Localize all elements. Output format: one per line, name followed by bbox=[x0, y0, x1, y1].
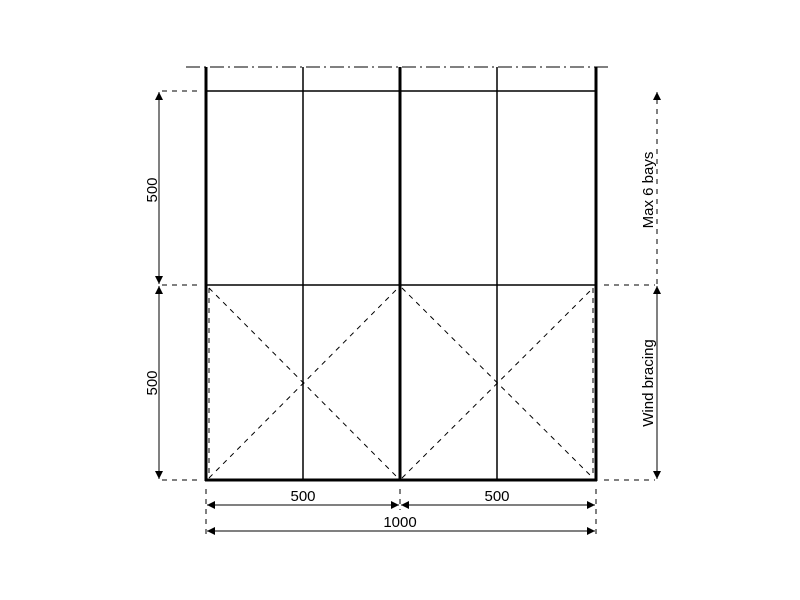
wind-bracing-label: Wind bracing bbox=[640, 339, 657, 427]
frame bbox=[204, 67, 598, 482]
bottom-dimensions: 500 500 1000 bbox=[205, 488, 597, 535]
max-bays-label: Max 6 bays bbox=[640, 152, 657, 229]
dimension-label-total: 1000 bbox=[383, 514, 416, 531]
dimension-label-bay-left: 500 bbox=[290, 488, 315, 505]
dimension-label-upper: 500 bbox=[144, 177, 161, 202]
dimension-label-lower: 500 bbox=[144, 370, 161, 395]
dimension-label-bay-right: 500 bbox=[484, 488, 509, 505]
left-dimensions: 500 500 bbox=[144, 90, 200, 481]
right-annotations: Max 6 bays Wind bracing bbox=[604, 92, 661, 481]
